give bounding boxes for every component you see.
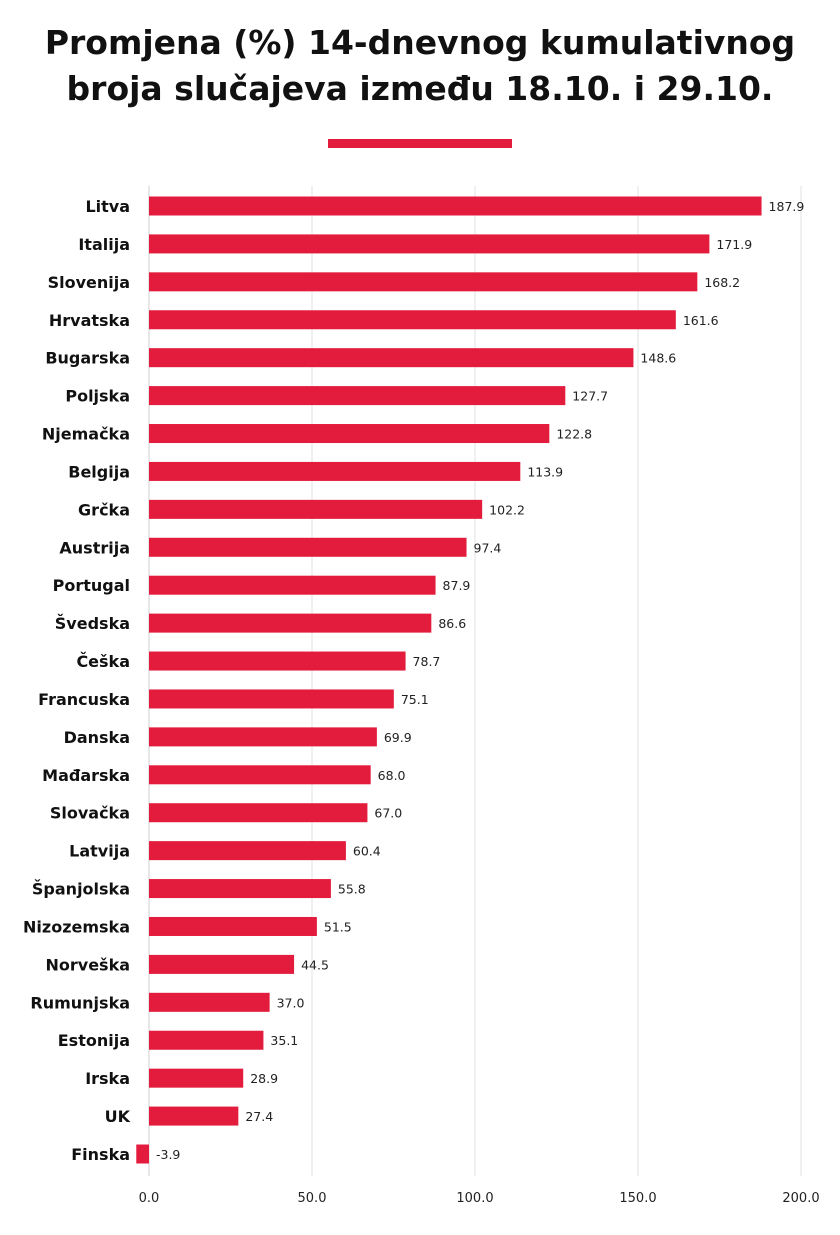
bar-3 (149, 310, 676, 330)
category-label: Litva (85, 197, 130, 216)
value-label: 87.9 (443, 578, 471, 593)
bar-10 (149, 575, 436, 595)
value-label: 51.5 (324, 919, 352, 934)
category-label: Bugarska (45, 349, 130, 368)
category-label: Rumunjska (30, 993, 130, 1012)
category-label: Italija (78, 235, 130, 254)
category-label: Finska (71, 1145, 130, 1164)
chart-title-line-2: broja slučajeva između 18.10. i 29.10. (66, 69, 774, 108)
value-label: 37.0 (277, 995, 305, 1010)
category-label: Hrvatska (49, 311, 130, 330)
bar-0 (149, 196, 762, 216)
category-label: Portugal (53, 576, 130, 595)
category-label: Latvija (69, 842, 130, 861)
x-axis: 0.0 50.0 100.0 150.0 200.0 (139, 1191, 820, 1206)
bar-22 (149, 1030, 264, 1050)
bar-8 (149, 499, 483, 519)
label-layer: Litva 187.9 Italija 171.9 Slovenija 168.2 Hrva… (23, 197, 804, 1164)
grid-layer (148, 186, 802, 1176)
value-label: 168.2 (704, 275, 740, 290)
bar-18 (149, 879, 331, 899)
category-label: Belgija (68, 462, 130, 481)
bar-6 (149, 424, 550, 444)
value-label: -3.9 (156, 1147, 180, 1162)
bar-19 (149, 916, 317, 936)
bar-5 (149, 386, 566, 406)
category-label: Španjolska (32, 880, 130, 899)
category-label: Francuska (38, 690, 130, 709)
bar-23 (149, 1068, 244, 1088)
value-label: 68.0 (378, 768, 406, 783)
category-label: Nizozemska (23, 917, 130, 936)
value-label: 69.9 (384, 730, 412, 745)
x-tick-label: 0.0 (139, 1191, 160, 1206)
value-label: 127.7 (572, 389, 608, 404)
category-label: Slovačka (50, 804, 130, 823)
value-label: 35.1 (270, 1033, 298, 1048)
x-tick-label: 150.0 (619, 1191, 656, 1206)
bar-14 (149, 727, 377, 747)
bar-1 (149, 234, 710, 254)
value-label: 55.8 (338, 882, 366, 897)
bar-13 (149, 689, 394, 709)
bar-11 (149, 613, 432, 633)
bar-24 (149, 1106, 239, 1126)
category-label: Poljska (65, 387, 130, 406)
category-label: UK (105, 1107, 131, 1126)
bar-7 (149, 461, 521, 481)
value-label: 27.4 (245, 1109, 273, 1124)
category-label: Grčka (78, 500, 130, 519)
x-tick-label: 100.0 (456, 1191, 493, 1206)
category-label: Slovenija (48, 273, 130, 292)
category-label: Njemačka (42, 425, 130, 444)
x-tick-label: 50.0 (298, 1191, 327, 1206)
x-tick-label: 200.0 (782, 1191, 819, 1206)
value-label: 86.6 (438, 616, 466, 631)
value-label: 75.1 (401, 692, 429, 707)
value-label: 113.9 (527, 464, 563, 479)
bar-16 (149, 803, 368, 823)
category-label: Danska (64, 728, 130, 747)
bar-17 (149, 841, 346, 861)
bar-9 (149, 537, 467, 557)
bar-21 (149, 992, 270, 1012)
bar-2 (149, 272, 698, 292)
value-label: 67.0 (374, 806, 402, 821)
category-label: Norveška (45, 955, 130, 974)
category-label: Češka (76, 652, 130, 671)
bar-layer (136, 196, 762, 1164)
bar-20 (149, 954, 295, 974)
category-label: Švedska (55, 614, 130, 633)
category-label: Irska (85, 1069, 130, 1088)
category-label: Mađarska (42, 766, 130, 785)
value-label: 122.8 (556, 427, 592, 442)
value-label: 97.4 (474, 540, 502, 555)
value-label: 102.2 (489, 502, 525, 517)
bar-15 (149, 765, 371, 785)
category-label: Austrija (59, 538, 130, 557)
title-accent-rule (328, 139, 512, 148)
value-label: 171.9 (716, 237, 752, 252)
value-label: 44.5 (301, 957, 329, 972)
value-label: 161.6 (683, 313, 719, 328)
value-label: 60.4 (353, 844, 381, 859)
value-label: 187.9 (769, 199, 805, 214)
value-label: 28.9 (250, 1071, 278, 1086)
value-label: 148.6 (640, 351, 676, 366)
bar-4 (149, 348, 634, 368)
bar-12 (149, 651, 406, 671)
value-label: 78.7 (413, 654, 441, 669)
category-label: Estonija (58, 1031, 130, 1050)
chart-title-line-1: Promjena (%) 14-dnevnog kumulativnog (44, 23, 796, 62)
bar-25 (136, 1144, 149, 1164)
chart-title: Promjena (%) 14-dnevnog kumulativnog bro… (0, 20, 840, 112)
